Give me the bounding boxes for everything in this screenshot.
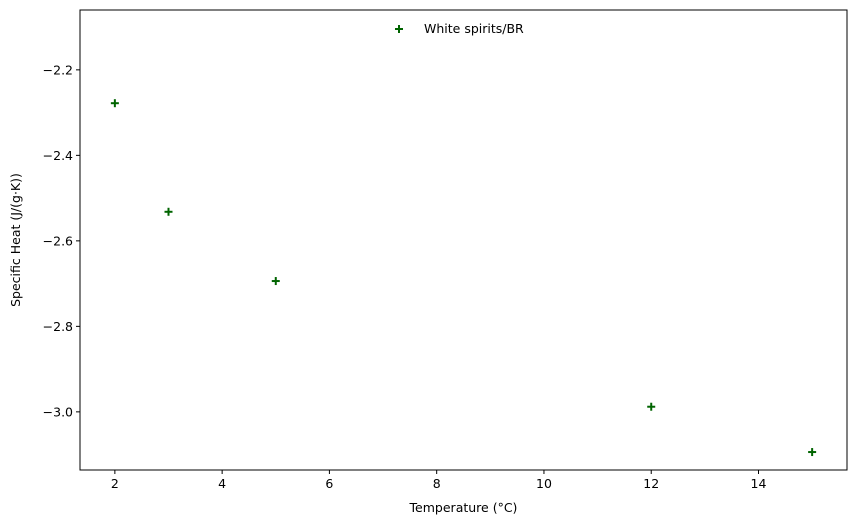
x-tick-label: 10: [536, 476, 552, 491]
legend-marker-plus: [395, 25, 403, 33]
x-axis-label: Temperature (°C): [409, 500, 518, 515]
scatter-points: [110, 99, 817, 457]
data-point: [271, 277, 280, 286]
x-tick-label: 14: [751, 476, 767, 491]
y-axis-ticks: −3.0 −2.8 −2.6 −2.4 −2.2: [43, 62, 80, 419]
data-point: [164, 207, 173, 216]
y-tick-label: −3.0: [43, 404, 73, 419]
x-axis-ticks: 2 4 6 8 10 12 14: [111, 470, 767, 491]
x-tick-label: 12: [643, 476, 659, 491]
x-tick-label: 6: [325, 476, 333, 491]
y-axis-label: Specific Heat (J/(g·K)): [8, 173, 23, 307]
legend-marker: [395, 25, 403, 33]
plot-area: [79, 9, 848, 471]
x-tick-label: 4: [218, 476, 226, 491]
legend-label: White spirits/BR: [424, 21, 524, 36]
y-tick-label: −2.8: [43, 319, 73, 334]
x-tick-label: 8: [433, 476, 441, 491]
data-point: [808, 448, 817, 457]
x-tick-label: 2: [111, 476, 119, 491]
data-point: [110, 99, 119, 108]
y-tick-label: −2.2: [43, 62, 73, 77]
y-tick-label: −2.4: [43, 148, 73, 163]
data-point: [647, 402, 656, 411]
y-tick-label: −2.6: [43, 233, 73, 248]
legend: White spirits/BR: [395, 21, 524, 36]
